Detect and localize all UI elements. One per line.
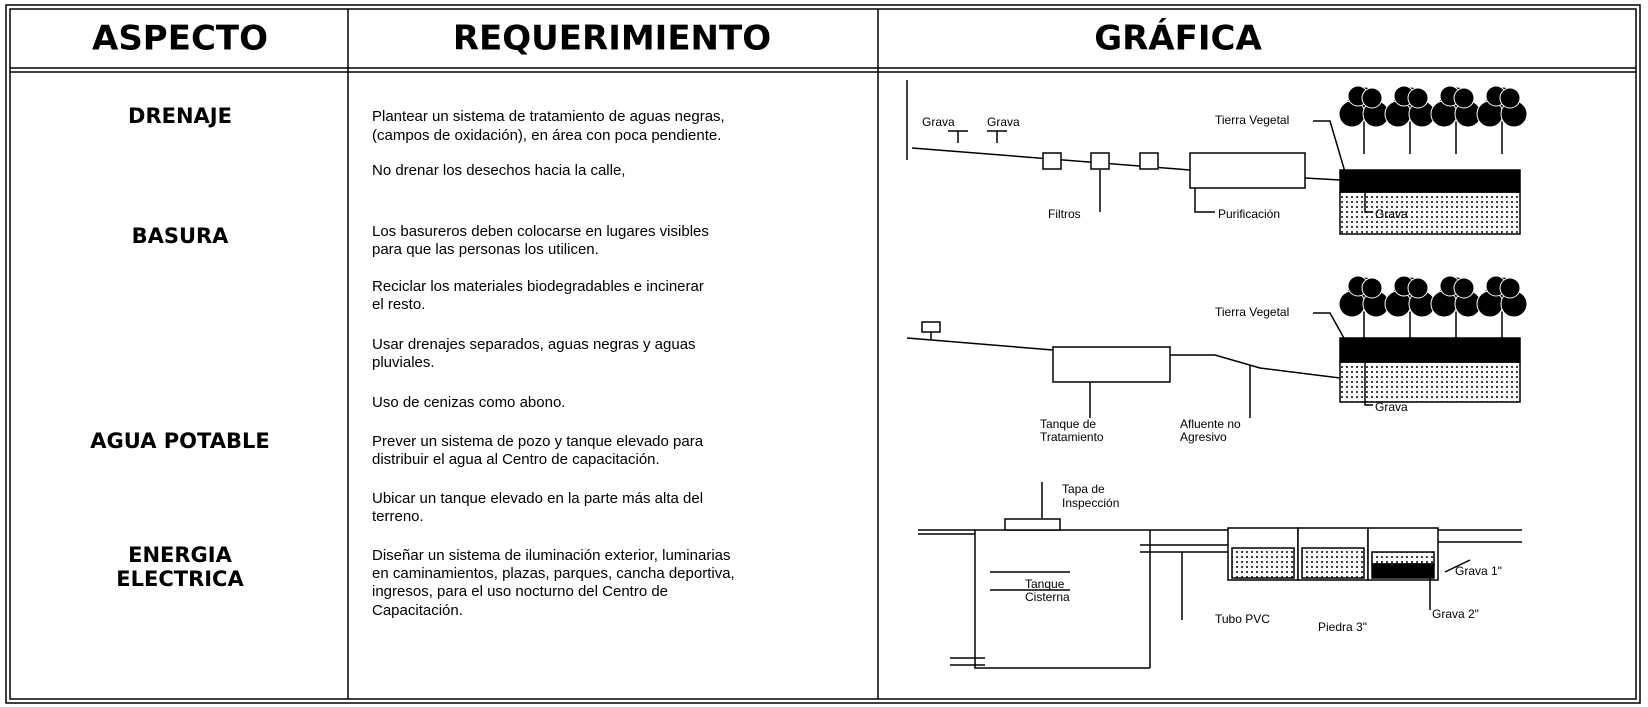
- diagram-label: Tierra Vegetal: [1215, 305, 1289, 319]
- requirement-line: distribuir el agua al Centro de capacita…: [372, 451, 660, 468]
- tank: [974, 530, 1150, 669]
- requirement-line: Diseñar un sistema de iluminación exteri…: [372, 547, 731, 564]
- box: [921, 321, 941, 333]
- pipe: [1304, 177, 1341, 181]
- topsoil: [1339, 337, 1521, 363]
- gravel-fill: [1371, 563, 1435, 579]
- leader: [1364, 362, 1373, 406]
- gravel: [1339, 191, 1521, 235]
- requirement-line: para que las personas los utilicen.: [372, 241, 599, 258]
- diagram-label: Grava 2": [1432, 607, 1479, 621]
- diagram-label: Tratamiento: [1040, 430, 1104, 444]
- diagrams: [906, 80, 1528, 669]
- tree-crown: [1453, 277, 1475, 299]
- requirement-line: Uso de cenizas como abono.: [372, 394, 565, 411]
- diagram-label: Purificación: [1218, 207, 1280, 221]
- diagram-label: Inspección: [1062, 496, 1119, 510]
- diagram-label: Grava: [987, 115, 1020, 129]
- column-header: REQUERIMIENTO: [453, 19, 771, 59]
- diagram-label: Piedra 3": [1318, 620, 1367, 634]
- leader: [1194, 188, 1215, 213]
- filter-box: [1042, 152, 1062, 170]
- requirement-line: Los basureros deben colocarse en lugares…: [372, 223, 709, 240]
- diagram-label: Agresivo: [1180, 430, 1227, 444]
- requirement-line: Reciclar los materiales biodegradables e…: [372, 278, 704, 295]
- diagram-label: Grava: [1375, 207, 1408, 221]
- requirement-line: Usar drenajes separados, aguas negras y …: [372, 336, 696, 353]
- requirement-line: (campos de oxidación), en área con poca …: [372, 127, 721, 144]
- tree-crown: [1407, 87, 1429, 109]
- tree-crown: [1361, 277, 1383, 299]
- diagram-label: Tanque: [1025, 577, 1065, 591]
- filter-box: [1090, 152, 1110, 170]
- tree-crown: [1407, 277, 1429, 299]
- leader: [1313, 120, 1346, 173]
- tree-crown: [1499, 277, 1521, 299]
- requirement-line: terreno.: [372, 508, 424, 525]
- tree-crown: [1361, 87, 1383, 109]
- leader: [1364, 190, 1373, 213]
- column-header: ASPECTO: [92, 19, 268, 59]
- diagram-label: Grava: [1375, 400, 1408, 414]
- gravel-fill: [1371, 551, 1435, 565]
- diagram-label: Grava 1": [1455, 564, 1502, 578]
- diagram-label: Tierra Vegetal: [1215, 113, 1289, 127]
- box: [1189, 152, 1306, 189]
- diagram-label: Tapa de: [1062, 482, 1105, 496]
- box: [1004, 518, 1061, 531]
- box: [1052, 346, 1171, 383]
- gravel: [1339, 361, 1521, 403]
- diagram-label: Grava: [922, 115, 955, 129]
- requirement-line: Prever un sistema de pozo y tanque eleva…: [372, 433, 704, 450]
- stone-fill: [1301, 547, 1365, 579]
- aspect-label: DRENAJE: [128, 104, 232, 128]
- diagram-label: Tanque de: [1040, 417, 1096, 431]
- aspect-label: BASURA: [132, 224, 230, 248]
- diagram-label: Filtros: [1048, 207, 1081, 221]
- filter-box: [1139, 152, 1159, 170]
- diagram-label: Cisterna: [1025, 590, 1070, 604]
- tree-crown: [1499, 87, 1521, 109]
- pipe: [1170, 354, 1341, 379]
- leader: [1444, 559, 1471, 573]
- requirement-line: en caminamientos, plazas, parques, canch…: [372, 565, 735, 582]
- topsoil: [1339, 169, 1521, 193]
- requirement-line: Plantear un sistema de tratamiento de ag…: [372, 108, 725, 125]
- requirement-line: Ubicar un tanque elevado en la parte más…: [372, 490, 703, 507]
- requirement-line: Capacitación.: [372, 602, 463, 619]
- requirement-line: el resto.: [372, 296, 425, 313]
- pipe: [906, 337, 1054, 351]
- leader: [1313, 312, 1346, 341]
- requirement-line: pluviales.: [372, 354, 435, 371]
- stone-fill: [1231, 547, 1295, 579]
- diagram-label: Tubo PVC: [1215, 612, 1270, 626]
- requirement-line: ingresos, para el uso nocturno del Centr…: [372, 583, 668, 600]
- table-frame: [5, 4, 1641, 704]
- aspect-label: AGUA POTABLE: [90, 429, 269, 453]
- tree-crown: [1453, 87, 1475, 109]
- requirement-line: No drenar los desechos hacia la calle,: [372, 162, 625, 179]
- diagram-label: Afluente no: [1180, 417, 1241, 431]
- aspect-label: ENERGIA: [128, 543, 232, 567]
- column-header: GRÁFICA: [1094, 18, 1262, 59]
- aspect-label: ELECTRICA: [116, 567, 244, 591]
